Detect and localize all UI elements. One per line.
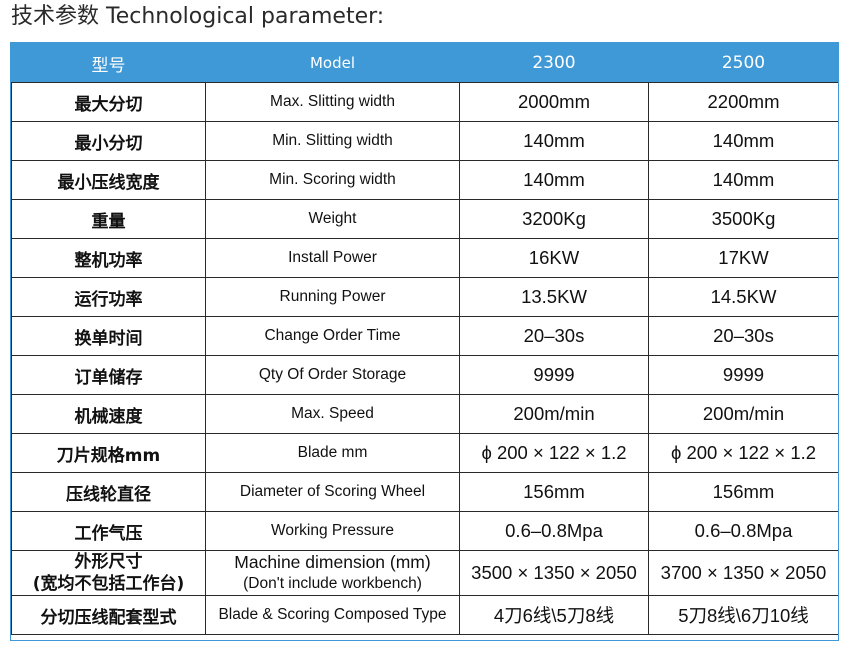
value-2500: 14.5KW bbox=[648, 277, 838, 317]
row-label-en: Install Power bbox=[205, 238, 460, 278]
value-2500: 140mm bbox=[648, 160, 838, 200]
value-2300: 156mm bbox=[459, 472, 649, 512]
value-2300: 16KW bbox=[459, 238, 649, 278]
value-2300: ϕ 200 × 122 × 1.2 bbox=[459, 433, 649, 473]
table-row: 压线轮直径 Diameter of Scoring Wheel 156mm 15… bbox=[11, 472, 838, 512]
row-label-en: Working Pressure bbox=[205, 511, 460, 551]
value-2500: 2200mm bbox=[648, 82, 838, 122]
value-2300: 9999 bbox=[459, 355, 649, 395]
row-label-cn: 订单储存 bbox=[11, 355, 206, 395]
row-label-en: Weight bbox=[205, 199, 460, 239]
page-heading: 技术参数 Technological parameter: bbox=[11, 4, 385, 29]
table-row: 整机功率 Install Power 16KW 17KW bbox=[11, 238, 838, 278]
row-label-en: Min. Slitting width bbox=[205, 121, 460, 161]
table-row: 刀片规格mm Blade mm ϕ 200 × 122 × 1.2 ϕ 200 … bbox=[11, 433, 838, 473]
row-label-en: Diameter of Scoring Wheel bbox=[205, 472, 460, 512]
value-2500: 20–30s bbox=[648, 316, 838, 356]
value-2500: 5刀8线\6刀10线 bbox=[648, 595, 838, 635]
row-label-en: Change Order Time bbox=[205, 316, 460, 356]
table-row: 运行功率 Running Power 13.5KW 14.5KW bbox=[11, 277, 838, 317]
value-2300: 3500 × 1350 × 2050 bbox=[459, 550, 649, 596]
table-row-dimension: 外形尺寸 (宽均不包括工作台) Machine dimension (mm) (… bbox=[11, 550, 838, 596]
header-model-en: Model bbox=[205, 43, 460, 83]
row-label-cn: 刀片规格mm bbox=[11, 433, 206, 473]
dimension-label-en-line2: (Don't include workbench) bbox=[243, 575, 422, 592]
table-row: 机械速度 Max. Speed 200m/min 200m/min bbox=[11, 394, 838, 434]
row-label-en: Blade & Scoring Composed Type bbox=[205, 595, 460, 635]
header-model-2500: 2500 bbox=[648, 43, 838, 83]
table-header-row: 型号 Model 2300 2500 bbox=[11, 43, 838, 83]
dimension-label-cn-line2: (宽均不包括工作台) bbox=[32, 574, 185, 594]
row-label-en: Min. Scoring width bbox=[205, 160, 460, 200]
value-2500: 140mm bbox=[648, 121, 838, 161]
value-2300: 200m/min bbox=[459, 394, 649, 434]
table-row: 最小分切 Min. Slitting width 140mm 140mm bbox=[11, 121, 838, 161]
table-row: 最大分切 Max. Slitting width 2000mm 2200mm bbox=[11, 82, 838, 122]
table-row: 工作气压 Working Pressure 0.6–0.8Mpa 0.6–0.8… bbox=[11, 511, 838, 551]
parameter-table-frame: 型号 Model 2300 2500 最大分切 Max. Slitting wi… bbox=[10, 42, 839, 641]
row-label-cn: 压线轮直径 bbox=[11, 472, 206, 512]
value-2500: 9999 bbox=[648, 355, 838, 395]
row-label-cn: 最大分切 bbox=[11, 82, 206, 122]
row-label-cn: 最小压线宽度 bbox=[11, 160, 206, 200]
value-2500: ϕ 200 × 122 × 1.2 bbox=[648, 433, 838, 473]
table-row: 分切压线配套型式 Blade & Scoring Composed Type 4… bbox=[11, 595, 838, 635]
value-2300: 3200Kg bbox=[459, 199, 649, 239]
row-label-cn: 最小分切 bbox=[11, 121, 206, 161]
value-2500: 200m/min bbox=[648, 394, 838, 434]
value-2500: 0.6–0.8Mpa bbox=[648, 511, 838, 551]
dimension-label-cn-line1: 外形尺寸 bbox=[74, 552, 143, 572]
header-model-2300: 2300 bbox=[459, 43, 649, 83]
row-label-en: Max. Slitting width bbox=[205, 82, 460, 122]
table-row: 订单储存 Qty Of Order Storage 9999 9999 bbox=[11, 355, 838, 395]
row-label-cn: 整机功率 bbox=[11, 238, 206, 278]
value-2300: 4刀6线\5刀8线 bbox=[459, 595, 649, 635]
row-label-cn: 工作气压 bbox=[11, 511, 206, 551]
parameter-table: 型号 Model 2300 2500 最大分切 Max. Slitting wi… bbox=[11, 43, 838, 635]
row-label-cn: 重量 bbox=[11, 199, 206, 239]
table-row: 换单时间 Change Order Time 20–30s 20–30s bbox=[11, 316, 838, 356]
header-model-cn: 型号 bbox=[11, 43, 206, 83]
row-label-cn: 换单时间 bbox=[11, 316, 206, 356]
row-label-cn: 外形尺寸 (宽均不包括工作台) bbox=[11, 550, 206, 596]
row-label-en: Machine dimension (mm) (Don't include wo… bbox=[205, 550, 460, 596]
value-2300: 2000mm bbox=[459, 82, 649, 122]
row-label-en: Blade mm bbox=[205, 433, 460, 473]
value-2300: 13.5KW bbox=[459, 277, 649, 317]
table-row: 重量 Weight 3200Kg 3500Kg bbox=[11, 199, 838, 239]
dimension-label-en-line1: Machine dimension (mm) bbox=[234, 552, 431, 572]
value-2500: 156mm bbox=[648, 472, 838, 512]
row-label-en: Running Power bbox=[205, 277, 460, 317]
value-2300: 20–30s bbox=[459, 316, 649, 356]
value-2300: 140mm bbox=[459, 121, 649, 161]
table-row: 最小压线宽度 Min. Scoring width 140mm 140mm bbox=[11, 160, 838, 200]
row-label-cn: 运行功率 bbox=[11, 277, 206, 317]
row-label-en: Max. Speed bbox=[205, 394, 460, 434]
row-label-cn: 机械速度 bbox=[11, 394, 206, 434]
row-label-en: Qty Of Order Storage bbox=[205, 355, 460, 395]
value-2500: 17KW bbox=[648, 238, 838, 278]
value-2500: 3700 × 1350 × 2050 bbox=[648, 550, 838, 596]
value-2500: 3500Kg bbox=[648, 199, 838, 239]
row-label-cn: 分切压线配套型式 bbox=[11, 595, 206, 635]
value-2300: 0.6–0.8Mpa bbox=[459, 511, 649, 551]
value-2300: 140mm bbox=[459, 160, 649, 200]
